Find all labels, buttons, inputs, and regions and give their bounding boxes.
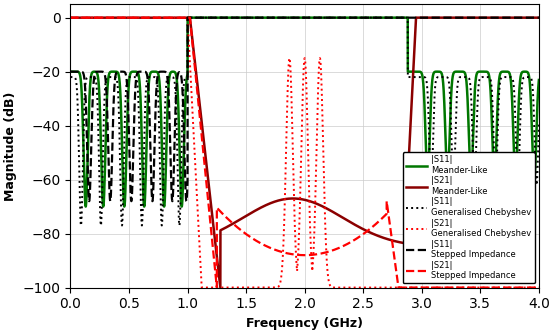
|S11|
Generalised Chebyshev — [289, 16, 295, 20]
|S21|
Meander-Like — [368, 231, 375, 235]
Line: |S21|
Stepped Impedance: |S21| Stepped Impedance — [70, 18, 539, 288]
|S11|
Meander-Like — [403, 16, 409, 20]
|S21|
Stepped Impedance — [536, 286, 542, 290]
|S11|
Meander-Like — [83, 205, 89, 209]
|S11|
Meander-Like — [184, 73, 191, 77]
Legend: |S11|
Meander-Like, |S21|
Meander-Like, |S11|
Generalised Chebyshev, |S21|
Gener: |S11| Meander-Like, |S21| Meander-Like, … — [403, 152, 535, 283]
|S21|
Stepped Impedance — [184, 16, 191, 20]
|S21|
Stepped Impedance — [403, 286, 409, 290]
|S11|
Meander-Like — [184, 16, 191, 20]
|S11|
Stepped Impedance — [86, 199, 93, 203]
Y-axis label: Magnitude (dB): Magnitude (dB) — [4, 91, 17, 200]
|S21|
Meander-Like — [351, 222, 357, 226]
|S11|
Stepped Impedance — [351, 16, 357, 20]
Line: |S11|
Meander-Like: |S11| Meander-Like — [70, 18, 539, 207]
|S21|
Generalised Chebyshev — [184, 16, 191, 20]
|S11|
Stepped Impedance — [536, 16, 542, 20]
|S21|
Stepped Impedance — [395, 286, 402, 290]
|S21|
Meander-Like — [217, 286, 224, 290]
|S11|
Generalised Chebyshev — [184, 16, 191, 20]
Line: |S11|
Generalised Chebyshev: |S11| Generalised Chebyshev — [70, 18, 539, 225]
|S21|
Generalised Chebyshev — [198, 286, 205, 290]
|S21|
Stepped Impedance — [289, 252, 295, 256]
|S21|
Meander-Like — [289, 196, 295, 200]
|S11|
Generalised Chebyshev — [536, 122, 542, 126]
|S11|
Meander-Like — [536, 78, 542, 82]
|S21|
Meander-Like — [403, 212, 409, 216]
|S11|
Stepped Impedance — [505, 16, 512, 20]
|S11|
Meander-Like — [289, 16, 295, 20]
Line: |S21|
Meander-Like: |S21| Meander-Like — [70, 18, 539, 288]
|S11|
Stepped Impedance — [368, 16, 375, 20]
|S21|
Meander-Like — [536, 16, 542, 20]
|S21|
Meander-Like — [67, 16, 74, 20]
|S11|
Generalised Chebyshev — [67, 75, 74, 79]
|S21|
Generalised Chebyshev — [505, 286, 512, 290]
Line: |S11|
Stepped Impedance: |S11| Stepped Impedance — [70, 18, 539, 201]
|S21|
Generalised Chebyshev — [403, 286, 409, 290]
|S21|
Generalised Chebyshev — [536, 286, 542, 290]
|S21|
Generalised Chebyshev — [67, 16, 74, 20]
|S21|
Meander-Like — [184, 16, 191, 20]
|S11|
Generalised Chebyshev — [505, 75, 512, 79]
|S11|
Stepped Impedance — [184, 16, 191, 20]
|S11|
Meander-Like — [505, 70, 512, 74]
|S21|
Generalised Chebyshev — [368, 286, 375, 290]
Line: |S21|
Generalised Chebyshev: |S21| Generalised Chebyshev — [70, 18, 539, 288]
|S21|
Stepped Impedance — [505, 286, 512, 290]
|S21|
Meander-Like — [505, 16, 512, 20]
|S11|
Stepped Impedance — [67, 69, 74, 73]
|S11|
Stepped Impedance — [403, 16, 409, 20]
|S11|
Generalised Chebyshev — [351, 16, 357, 20]
|S11|
Meander-Like — [368, 16, 375, 20]
|S11|
Stepped Impedance — [289, 16, 295, 20]
|S21|
Stepped Impedance — [368, 226, 375, 230]
X-axis label: Frequency (GHz): Frequency (GHz) — [246, 317, 363, 330]
|S11|
Meander-Like — [351, 16, 357, 20]
|S21|
Generalised Chebyshev — [351, 286, 357, 290]
|S21|
Generalised Chebyshev — [289, 117, 295, 121]
|S11|
Generalised Chebyshev — [78, 223, 84, 227]
|S21|
Stepped Impedance — [351, 238, 357, 242]
|S11|
Meander-Like — [67, 69, 74, 73]
|S11|
Stepped Impedance — [184, 188, 191, 192]
|S21|
Stepped Impedance — [67, 16, 74, 20]
|S11|
Generalised Chebyshev — [184, 75, 191, 79]
|S11|
Generalised Chebyshev — [403, 16, 409, 20]
|S11|
Generalised Chebyshev — [368, 16, 375, 20]
